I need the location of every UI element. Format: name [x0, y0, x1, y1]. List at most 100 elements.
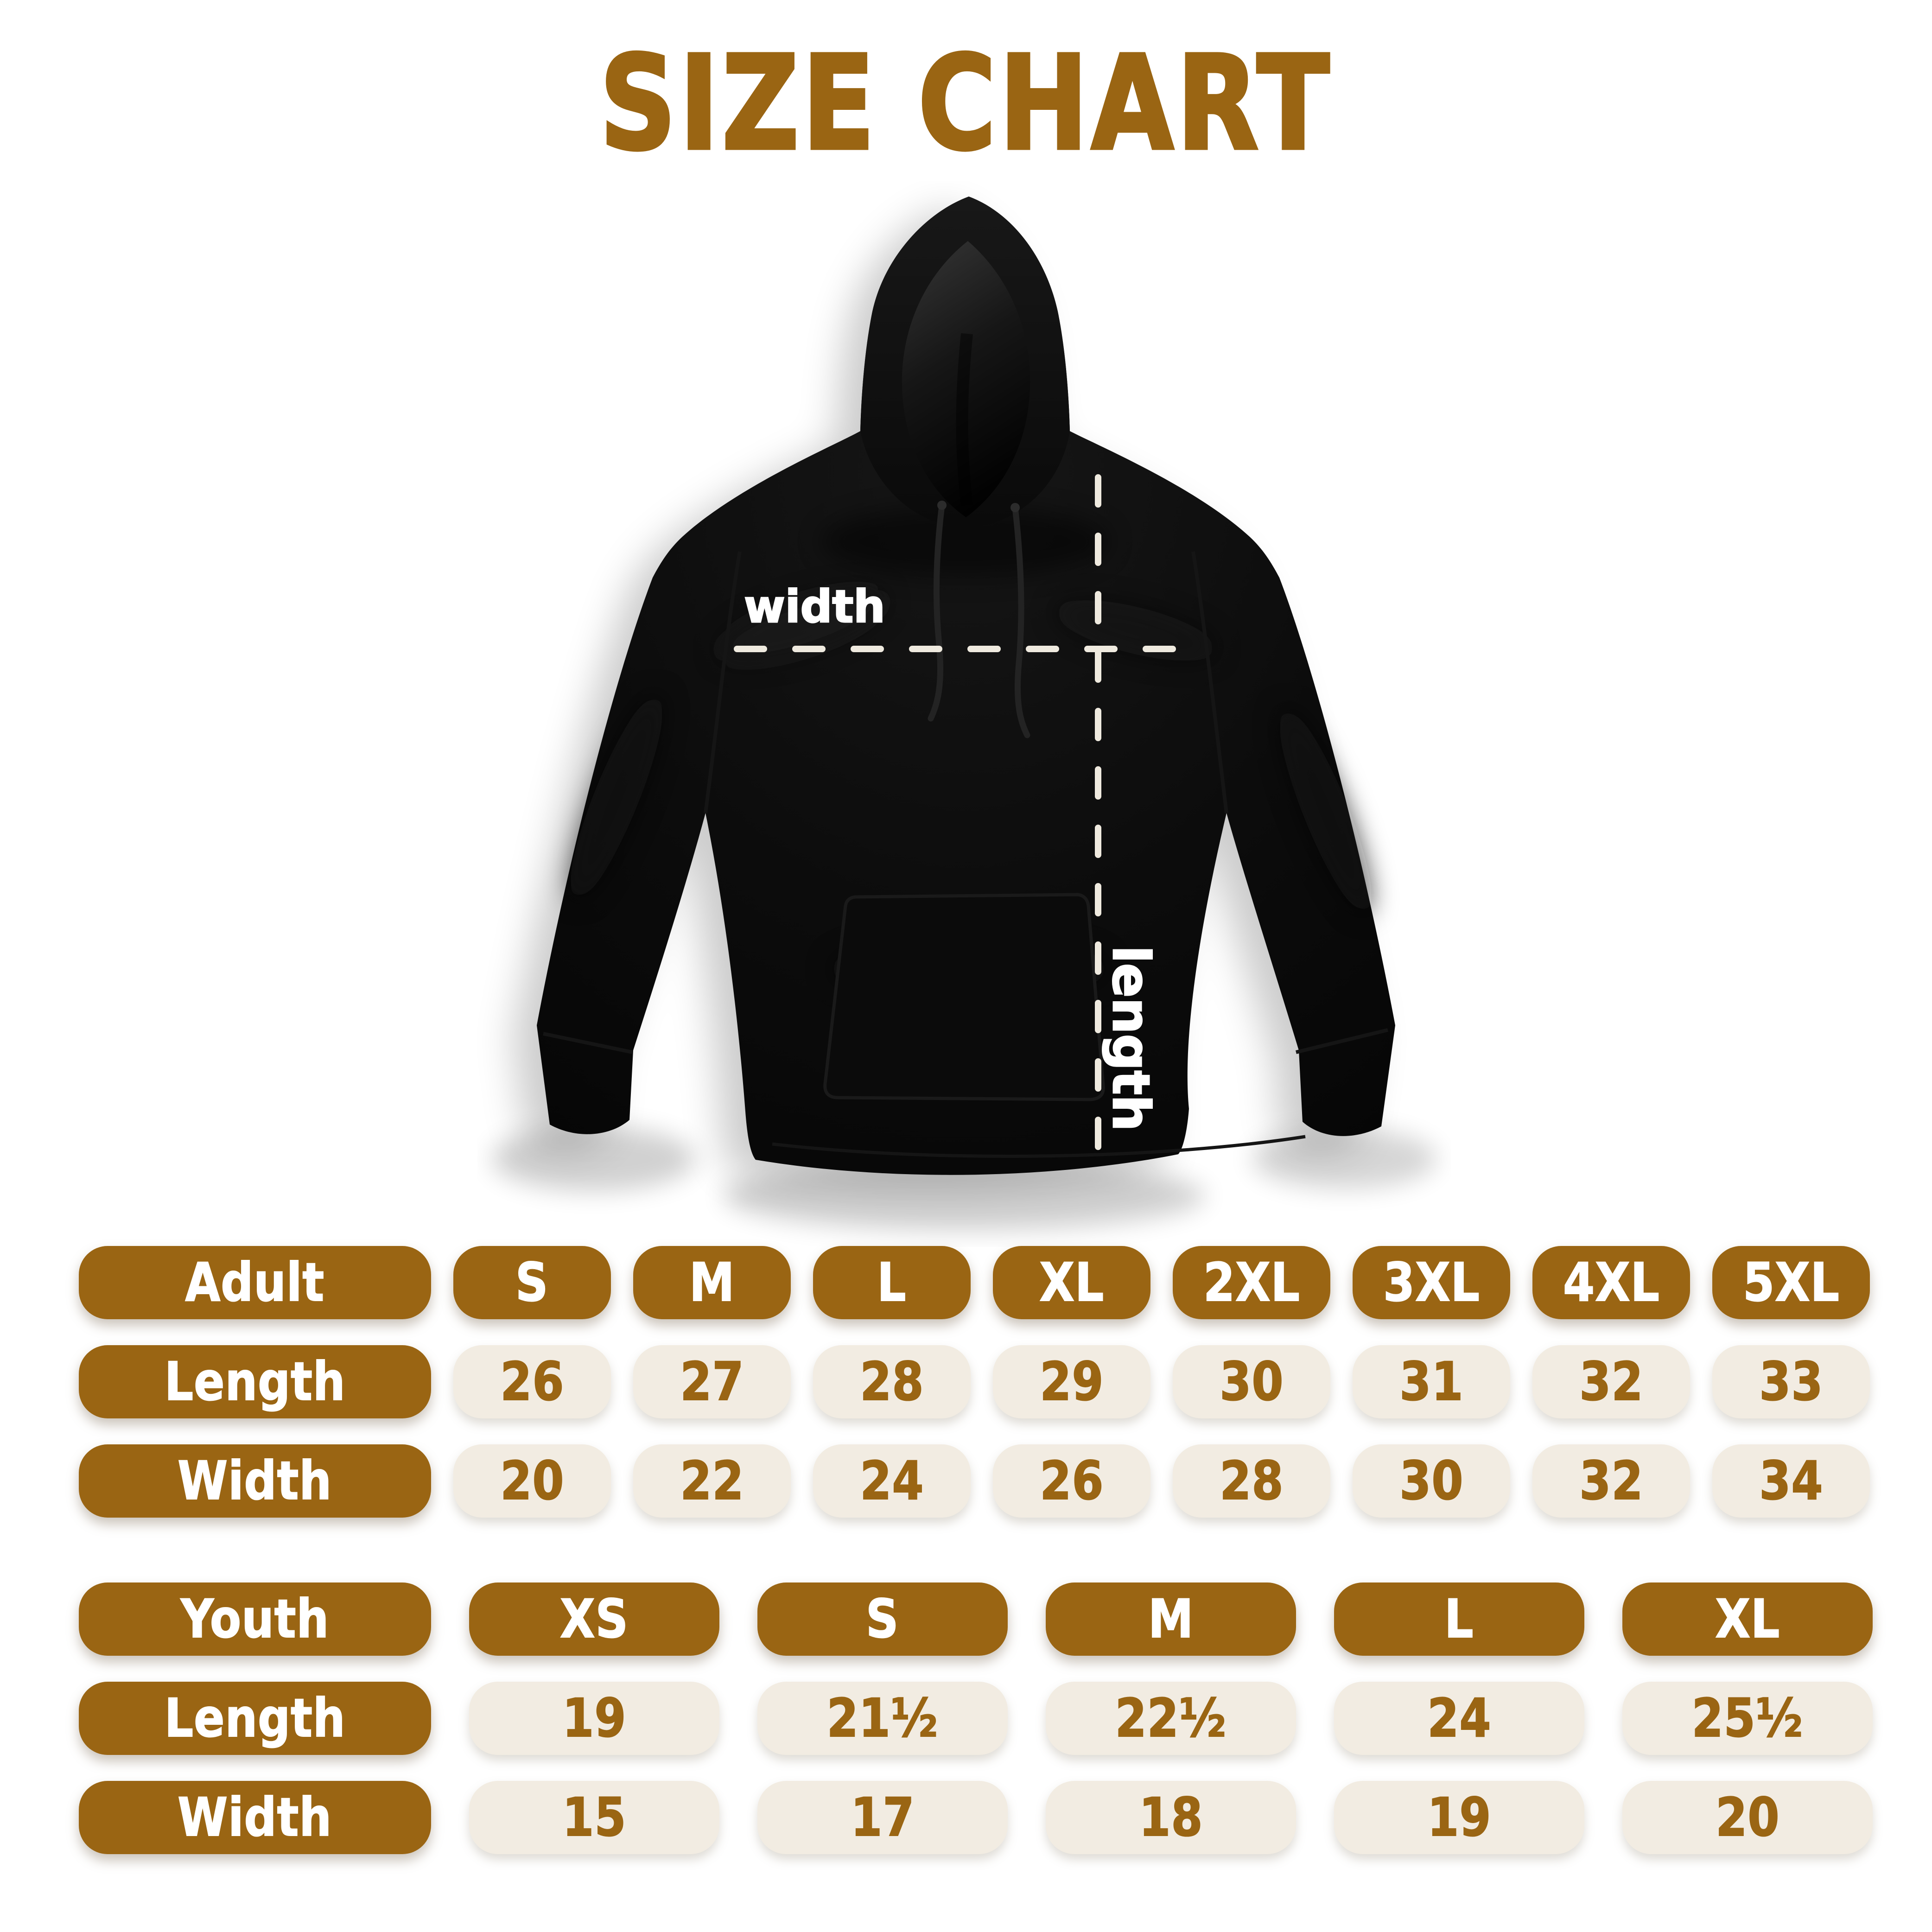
adult-width-value-pill: 26 — [993, 1444, 1150, 1518]
width-value: 24 — [859, 1450, 924, 1512]
youth-width-value-pill: 20 — [1622, 1781, 1873, 1854]
youth-size-table: Youth XS S M L XL Length 19 21½ 22½ 24 2… — [79, 1582, 1873, 1854]
adult-length-value-pill: 33 — [1712, 1345, 1870, 1418]
adult-width-row-label-pill: Width — [79, 1444, 431, 1518]
adult-width-value-pill: 22 — [633, 1444, 791, 1518]
adult-size-label: L — [877, 1252, 907, 1313]
adult-size-label: 3XL — [1383, 1252, 1480, 1313]
adult-size-label: 5XL — [1742, 1252, 1840, 1313]
hood-cast-shadow — [821, 507, 1109, 576]
hood-interior-crease — [956, 333, 973, 506]
row-label: Width — [178, 1450, 332, 1512]
youth-width-row-label-pill: Width — [79, 1781, 431, 1854]
youth-size-pill: XS — [469, 1582, 719, 1656]
adult-size-pill: L — [813, 1246, 971, 1319]
hoodie-hood-interior — [902, 241, 1030, 517]
hoodie-drawstrings — [928, 501, 1030, 738]
length-value: 27 — [680, 1351, 744, 1412]
youth-size-label: M — [1148, 1588, 1194, 1650]
adult-length-value-pill: 26 — [453, 1345, 611, 1418]
hoodie-illustration: width length — [477, 181, 1451, 1247]
length-value: 26 — [500, 1351, 565, 1412]
adult-width-value-pill: 34 — [1712, 1444, 1870, 1518]
length-label: length — [1101, 946, 1161, 1131]
measurement-guides: width length — [734, 474, 1187, 1176]
adult-size-pill: 5XL — [1712, 1246, 1870, 1319]
row-label: Length — [164, 1351, 346, 1412]
youth-width-value-pill: 19 — [1334, 1781, 1584, 1854]
adult-width-value-pill: 28 — [1173, 1444, 1330, 1518]
width-value: 18 — [1138, 1786, 1203, 1848]
youth-width-value-pill: 15 — [469, 1781, 719, 1854]
youth-size-label: S — [865, 1588, 899, 1650]
length-value: 30 — [1219, 1351, 1284, 1412]
length-value: 25½ — [1691, 1687, 1804, 1749]
width-value: 22 — [680, 1450, 744, 1512]
youth-length-value-pill: 24 — [1334, 1682, 1584, 1755]
adult-size-pill: M — [633, 1246, 791, 1319]
length-value: 29 — [1039, 1351, 1104, 1412]
row-label: Length — [164, 1687, 346, 1749]
width-value: 30 — [1399, 1450, 1464, 1512]
adult-length-value-pill: 31 — [1353, 1345, 1510, 1418]
width-value: 19 — [1427, 1786, 1492, 1848]
adult-size-pill: 3XL — [1353, 1246, 1510, 1319]
adult-width-value-pill: 24 — [813, 1444, 971, 1518]
width-value: 26 — [1039, 1450, 1104, 1512]
length-value: 32 — [1579, 1351, 1644, 1412]
youth-size-pill: S — [757, 1582, 1008, 1656]
youth-width-value-pill: 17 — [757, 1781, 1008, 1854]
adult-size-table: Adult S M L XL 2XL 3XL 4XL 5XL Length 26… — [79, 1246, 1870, 1518]
adult-length-value-pill: 28 — [813, 1345, 971, 1418]
length-value: 24 — [1427, 1687, 1492, 1749]
adult-size-label: S — [515, 1252, 549, 1313]
adult-length-value-pill: 27 — [633, 1345, 791, 1418]
hoodie-body-shape — [537, 197, 1395, 1175]
adult-width-value-pill: 20 — [453, 1444, 611, 1518]
youth-size-pill: XL — [1622, 1582, 1873, 1656]
adult-length-value-pill: 29 — [993, 1345, 1150, 1418]
length-value: 19 — [562, 1687, 627, 1749]
width-value: 20 — [1715, 1786, 1780, 1848]
adult-width-value-pill: 32 — [1532, 1444, 1690, 1518]
width-value: 32 — [1579, 1450, 1644, 1512]
adult-length-value-pill: 30 — [1173, 1345, 1330, 1418]
youth-size-pill: L — [1334, 1582, 1584, 1656]
hoodie-svg: width length — [491, 197, 1437, 1231]
youth-width-value-pill: 18 — [1046, 1781, 1296, 1854]
width-value: 15 — [562, 1786, 627, 1848]
adult-size-label: 4XL — [1563, 1252, 1660, 1313]
adult-size-label: XL — [1039, 1252, 1104, 1313]
page-title-text: SIZE CHART — [598, 28, 1333, 179]
adult-category-label: Adult — [185, 1252, 325, 1313]
adult-length-row-label-pill: Length — [79, 1345, 431, 1418]
adult-size-pill: 4XL — [1532, 1246, 1690, 1319]
row-label: Width — [178, 1786, 332, 1848]
adult-width-value-pill: 30 — [1353, 1444, 1510, 1518]
youth-size-label: XL — [1715, 1588, 1780, 1650]
width-value: 17 — [850, 1786, 915, 1848]
youth-category-pill: Youth — [79, 1582, 431, 1656]
youth-length-value-pill: 21½ — [757, 1682, 1008, 1755]
youth-category-label: Youth — [180, 1588, 330, 1650]
length-value: 33 — [1759, 1351, 1824, 1412]
youth-length-value-pill: 22½ — [1046, 1682, 1296, 1755]
width-value: 28 — [1219, 1450, 1284, 1512]
hoodie-pocket — [823, 893, 1105, 1101]
length-value: 22½ — [1115, 1687, 1227, 1749]
adult-category-pill: Adult — [79, 1246, 431, 1319]
length-value: 31 — [1399, 1351, 1464, 1412]
width-value: 20 — [500, 1450, 565, 1512]
width-value: 34 — [1759, 1450, 1824, 1512]
length-value: 28 — [859, 1351, 924, 1412]
youth-size-label: L — [1444, 1588, 1474, 1650]
youth-length-value-pill: 19 — [469, 1682, 719, 1755]
width-label: width — [744, 581, 885, 633]
adult-size-pill: S — [453, 1246, 611, 1319]
youth-length-value-pill: 25½ — [1622, 1682, 1873, 1755]
adult-size-pill: 2XL — [1173, 1246, 1330, 1319]
adult-size-pill: XL — [993, 1246, 1150, 1319]
length-value: 21½ — [826, 1687, 939, 1749]
youth-size-label: XS — [559, 1588, 629, 1650]
